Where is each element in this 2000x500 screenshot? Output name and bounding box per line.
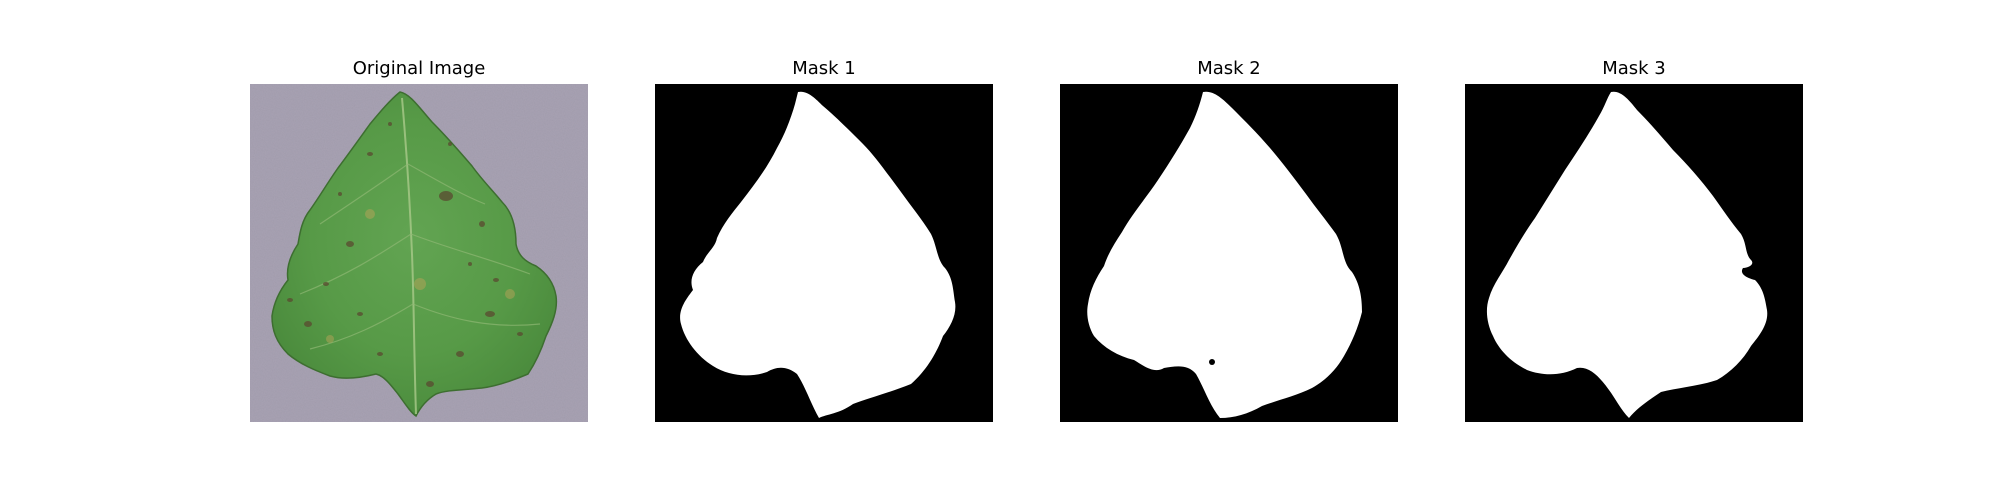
mask-1-title: Mask 1 bbox=[792, 58, 856, 79]
leaf-shape bbox=[271, 91, 558, 418]
mask-1-image bbox=[655, 84, 993, 422]
original-image-title: Original Image bbox=[352, 58, 486, 79]
mask-3-region bbox=[1486, 91, 1768, 418]
mask-2-region bbox=[1087, 91, 1362, 419]
mask-2-title: Mask 2 bbox=[1197, 58, 1261, 79]
mask-2-image bbox=[1060, 84, 1398, 422]
mask-1-region bbox=[680, 91, 956, 419]
original-leaf-photo bbox=[250, 84, 588, 422]
mask-3-title: Mask 3 bbox=[1602, 58, 1666, 79]
mask-3-image bbox=[1465, 84, 1803, 422]
